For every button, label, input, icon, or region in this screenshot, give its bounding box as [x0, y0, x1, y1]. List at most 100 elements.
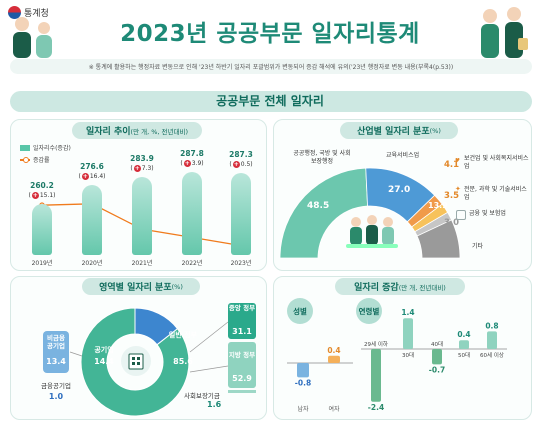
trend-year: 2021년 [131, 260, 153, 267]
sector-title: 영역별 일자리 분포 (%) [82, 278, 200, 295]
sector-unit: (%) [171, 282, 183, 291]
industry-title: 산업별 일자리 분포 (%) [340, 122, 458, 139]
public-admin-value: 48.5 [307, 201, 330, 211]
sector-title-text: 영역별 일자리 분포 [99, 283, 172, 293]
trend-bar [32, 203, 52, 255]
page-title: 2023년 공공부문 일자리통계 [120, 21, 420, 47]
science-icon: ✦ [455, 185, 461, 193]
trend-change: (+ 7.3) [130, 164, 154, 172]
local-label: 지방 정부 [228, 351, 256, 359]
legend-rate-text: 증감률 [33, 157, 50, 164]
header-area [0, 0, 540, 60]
age-bar-value: -0.7 [429, 365, 445, 374]
age-bar-value: -2.4 [368, 403, 384, 412]
trend-bar-value: 283.9 [130, 153, 154, 163]
local-box [228, 342, 256, 388]
trend-bar-value: 276.6 [80, 162, 104, 172]
industry-donut-chart [279, 167, 461, 259]
other-label: 기타 [472, 243, 484, 250]
male-label: 남자 [297, 406, 309, 413]
social-value: 1.6 [207, 400, 222, 409]
public-corp-value: 14.4 [94, 357, 114, 366]
sector-slice-general-gov [80, 307, 190, 417]
general-gov-value: 85.6 [173, 357, 193, 366]
trend-change-text: 15.1) [39, 191, 56, 199]
trend-title-text: 일자리 추이 [85, 127, 131, 137]
trend-bar-value: 287.8 [180, 149, 204, 159]
section-header-bar [10, 91, 532, 112]
change-title: 일자리 증감 (만 개, 전년대비) [335, 278, 465, 295]
nonfin-box [43, 331, 69, 373]
age-label: 연령별 [356, 298, 382, 324]
central-box [228, 303, 256, 339]
plus-icon: + [133, 164, 141, 172]
female-bar [328, 355, 340, 363]
age-group-label: 60세 이상 [480, 351, 504, 359]
gender-label: 성별 [287, 298, 313, 324]
age-group-label: 29세 이하 [364, 340, 388, 348]
trend-change: (+ 0.5) [229, 161, 253, 169]
trend-bar [182, 172, 202, 255]
legend-jobs-text: 일자리수(증감) [33, 145, 71, 152]
public-admin-label: 공공행정, 국방 및 사회보장행정 [293, 150, 351, 165]
trend-bar-value: 260.2 [30, 180, 54, 190]
age-bar [371, 349, 381, 402]
trend-change-text: 7.3) [141, 164, 154, 172]
age-bar-value: 1.4 [401, 308, 414, 317]
trend-change: (+ 3.9) [180, 160, 204, 168]
trend-title: 일자리 추이 (만 개, %, 전년대비) [72, 122, 202, 139]
worker-illustration-right [481, 7, 528, 58]
data-note: ※ 통계에 활용하는 행정자료 변동으로 인해 '23년 하반기 일자리 포괄범… [10, 59, 532, 74]
general-gov-label: 일반 정부 [168, 331, 198, 339]
trend-year: 2019년 [31, 260, 53, 267]
trend-bar-value: 287.3 [229, 150, 253, 160]
central-value: 31.1 [232, 327, 252, 336]
female-label: 여자 [328, 406, 340, 413]
other-value: 13.9 [428, 201, 448, 210]
industry-unit: (%) [429, 126, 441, 135]
local-value: 52.9 [232, 374, 252, 383]
science-label: 전문, 과학 및 기술서비스업 [464, 186, 527, 201]
social-label: 사회보장기금 [184, 392, 220, 400]
local-connector [189, 365, 229, 373]
finance-value: 3.0 [444, 218, 460, 228]
agency-logo: 통계청 [8, 6, 49, 19]
building-icon [121, 346, 151, 376]
change-bar-chart: -0.8 0.4 -2.4 29세 이하 1.4 30대 -0.7 40대 0.4 50대 0.8 6… [287, 308, 507, 412]
central-connector [189, 321, 229, 353]
central-label: 중앙 정부 [228, 304, 256, 312]
age-bar [459, 340, 469, 349]
nonfin-label: 비금융 공기업 [47, 334, 65, 350]
trend-year: 2020년 [81, 260, 103, 267]
trend-year: 2022년 [181, 260, 203, 267]
trend-change: (+ 16.4) [78, 173, 106, 181]
section-title: 공공부문 전체 일자리 [216, 94, 324, 108]
age-group-label: 30대 [402, 351, 414, 359]
plus-icon: + [183, 160, 191, 168]
trend-year: 2023년 [230, 260, 252, 267]
trend-change-text: 3.9) [191, 160, 204, 168]
age-bar-value: 0.4 [457, 330, 470, 339]
education-label: 교육서비스업 [386, 152, 420, 159]
male-bar [297, 363, 309, 378]
trend-bar [82, 185, 102, 255]
agency-name: 통계청 [24, 9, 49, 19]
finance-icon [456, 210, 466, 220]
change-title-text: 일자리 증감 [354, 283, 399, 293]
plus-icon: + [81, 173, 89, 181]
note-text: ※ 통계에 활용하는 행정자료 변동으로 인해 '23년 하반기 일자리 포괄범… [88, 64, 454, 71]
sector-donut-chart [69, 307, 229, 417]
nonfin-value: 13.4 [46, 357, 66, 366]
finance-label: 금융 및 보험업 [469, 210, 506, 217]
plus-icon: + [31, 191, 39, 199]
social-strip [228, 390, 256, 393]
education-value: 27.0 [388, 185, 411, 195]
trend-change: (+ 15.1) [28, 191, 56, 199]
age-bar [403, 318, 413, 349]
industry-title-text: 산업별 일자리 분포 [357, 127, 430, 137]
health-label: 보건업 및 사회복지서비스업 [464, 155, 529, 170]
worker-illustration-left [13, 17, 52, 58]
health-value: 4.1 [444, 160, 460, 170]
fin-label: 금융공기업 [41, 382, 71, 390]
trend-change-text: 0.5) [240, 161, 253, 169]
